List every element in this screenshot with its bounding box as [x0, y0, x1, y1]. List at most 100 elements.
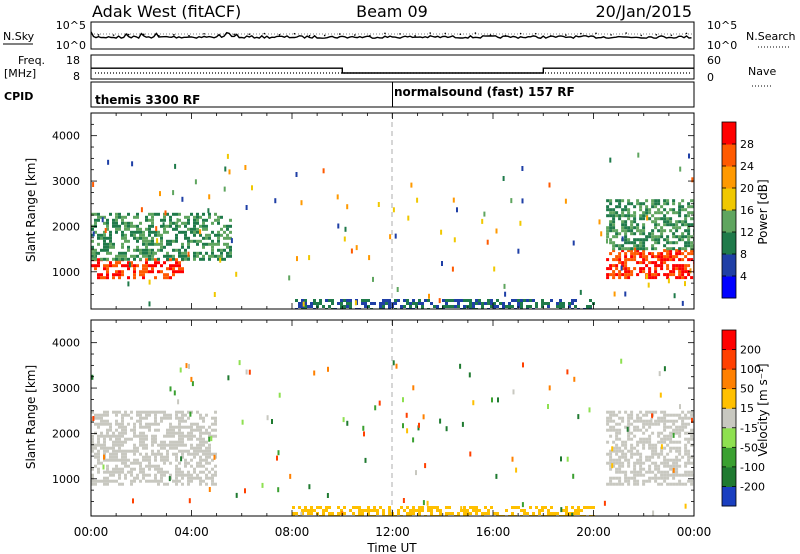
range-gate-cell: [91, 264, 94, 268]
range-gate-cell: [103, 413, 106, 417]
xtick-label: 12:00: [375, 525, 410, 539]
range-gate-cell: [319, 506, 322, 509]
range-gate-cell: [535, 305, 538, 308]
range-gate-cell: [190, 476, 193, 480]
range-gate-cell: [560, 507, 563, 513]
range-gate-cell: [187, 476, 190, 480]
range-gate-cell: [636, 482, 640, 486]
range-gate-cell: [663, 214, 667, 218]
range-gate-cell: [169, 264, 172, 268]
range-gate-cell: [148, 458, 151, 462]
range-gate-cell: [654, 419, 658, 423]
range-gate-cell: [205, 458, 208, 462]
range-gate-cell: [615, 232, 619, 236]
range-gate-cell: [621, 223, 625, 227]
range-gate-cell: [654, 273, 658, 277]
range-gate-cell: [187, 449, 190, 453]
range-gate-cell: [666, 458, 670, 462]
range-gate-cell: [148, 218, 151, 222]
range-gate-cell: [175, 446, 178, 450]
range-gate-cell: [163, 446, 166, 450]
range-gate-cell: [633, 267, 637, 271]
range-gate-cell: [124, 224, 127, 228]
range-gate-cell: [615, 428, 619, 432]
range-gate-cell: [235, 492, 238, 498]
range-gate-cell: [166, 434, 169, 438]
range-gate-cell: [630, 247, 634, 251]
nave-tick-high: 60: [707, 54, 721, 67]
range-gate-cell: [669, 464, 673, 468]
range-gate-cell: [630, 226, 634, 230]
range-gate-cell: [133, 236, 136, 240]
range-gate-cell: [684, 267, 688, 271]
range-gate-cell: [97, 437, 100, 441]
range-gate-cell: [475, 299, 478, 302]
range-gate-cell: [115, 413, 118, 417]
range-gate-cell: [184, 236, 187, 240]
range-gate-cell: [472, 305, 475, 308]
range-gate-cell: [572, 473, 575, 479]
range-gate-cell: [672, 476, 676, 480]
range-gate-cell: [642, 202, 646, 206]
range-gate-cell: [106, 242, 109, 246]
range-gate-cell: [139, 248, 142, 252]
range-gate-cell: [208, 434, 211, 438]
range-gate-cell: [226, 227, 229, 231]
range-gate-cell: [541, 299, 544, 302]
range-gate-cell: [663, 455, 667, 459]
range-gate-cell: [508, 305, 511, 308]
range-gate-cell: [651, 244, 655, 248]
range-gate-cell: [156, 238, 159, 244]
range-gate-cell: [633, 467, 637, 471]
range-gate-cell: [663, 428, 667, 432]
range-gate-cell: [106, 479, 109, 483]
range-gate-cell: [124, 431, 127, 435]
range-gate-cell: [166, 458, 169, 462]
range-gate-cell: [678, 264, 682, 268]
range-gate-cell: [654, 199, 658, 203]
range-gate-cell: [112, 431, 115, 435]
range-gate-cell: [181, 257, 184, 261]
range-gate-cell: [300, 511, 303, 516]
range-gate-cell: [175, 239, 178, 243]
range-gate-cell: [660, 229, 664, 233]
range-gate-cell: [181, 443, 184, 447]
range-gate-cell: [187, 251, 190, 257]
range-gate-cell: [190, 410, 193, 414]
range-gate-cell: [151, 218, 154, 222]
range-gate-cell: [609, 214, 613, 218]
range-gate-cell: [615, 413, 619, 417]
range-gate-cell: [136, 458, 139, 462]
range-gate-cell: [226, 233, 229, 237]
range-gate-cell: [496, 512, 499, 515]
range-gate-cell: [166, 230, 169, 234]
range-gate-cell: [559, 299, 562, 302]
range-gate-cell: [577, 506, 580, 509]
range-gate-cell: [684, 264, 688, 268]
range-gate-cell: [133, 443, 136, 447]
range-gate-cell: [133, 422, 136, 426]
range-gate-cell: [646, 215, 649, 221]
range-gate-cell: [181, 254, 184, 258]
colorbar-swatch: [722, 408, 736, 429]
range-gate-cell: [681, 419, 685, 423]
range-gate-cell: [672, 264, 676, 268]
range-gate-cell: [133, 431, 136, 435]
range-gate-cell: [169, 386, 172, 392]
range-gate-cell: [572, 240, 575, 246]
range-gate-cell: [127, 257, 130, 261]
range-gate-cell: [133, 461, 136, 465]
range-gate-cell: [648, 252, 652, 256]
range-gate-cell: [166, 428, 169, 432]
range-gate-cell: [615, 199, 619, 203]
range-gate-cell: [142, 431, 145, 435]
range-gate-cell: [202, 458, 205, 462]
range-gate-cell: [690, 205, 694, 209]
colorbar-swatch: [722, 254, 736, 277]
range-gate-cell: [642, 249, 646, 253]
range-gate-cell: [94, 230, 97, 234]
range-gate-cell: [606, 440, 610, 444]
range-gate-cell: [654, 473, 658, 477]
range-gate-cell: [160, 239, 163, 243]
range-gate-cell: [133, 434, 136, 438]
